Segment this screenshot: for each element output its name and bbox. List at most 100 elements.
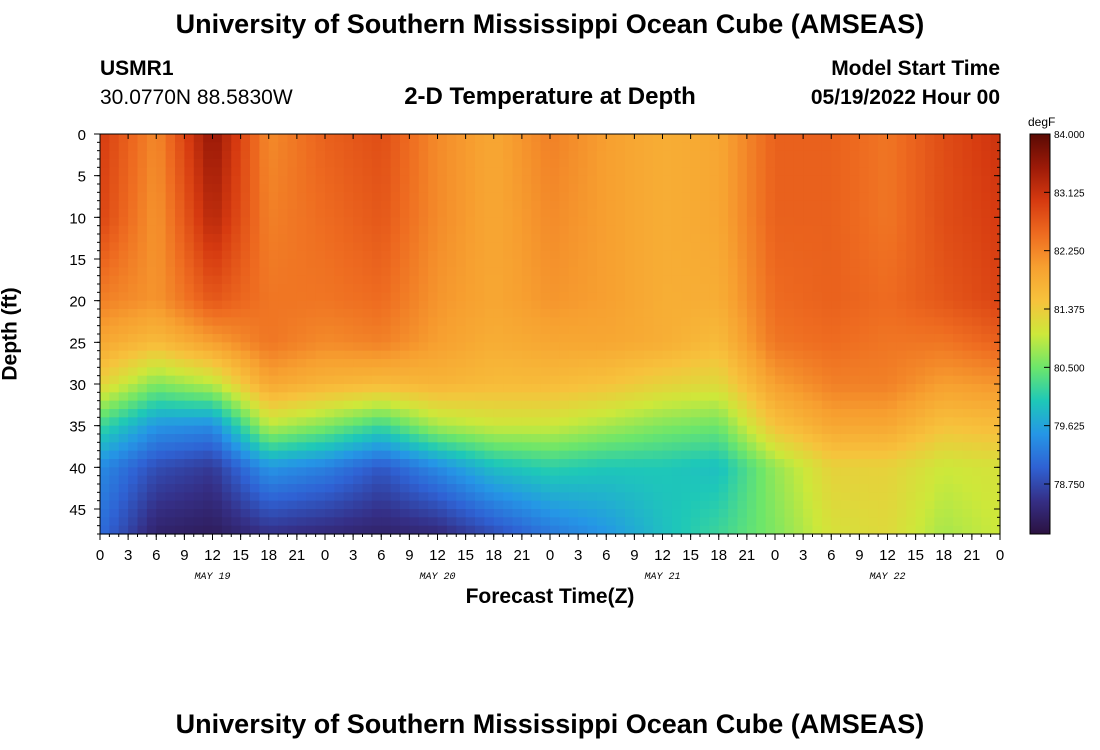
heatmap-cell bbox=[381, 292, 392, 302]
heatmap-cell bbox=[521, 417, 532, 427]
heatmap-cell bbox=[821, 175, 832, 185]
heatmap-cell bbox=[165, 300, 176, 310]
heatmap-cell bbox=[184, 317, 195, 327]
heatmap-cell bbox=[503, 492, 514, 502]
heatmap-cell bbox=[371, 425, 382, 435]
heatmap-cell bbox=[868, 225, 879, 235]
heatmap-cell bbox=[325, 192, 335, 202]
heatmap-cell bbox=[100, 217, 110, 227]
heatmap-cell bbox=[915, 500, 926, 510]
heatmap-cell bbox=[559, 517, 570, 527]
heatmap-cell bbox=[456, 367, 467, 377]
heatmap-cell bbox=[503, 434, 514, 443]
heatmap-cell bbox=[662, 209, 673, 218]
heatmap-cell bbox=[643, 517, 654, 527]
heatmap-cell bbox=[803, 434, 814, 443]
heatmap-cell bbox=[812, 150, 823, 160]
heatmap-cell bbox=[503, 200, 514, 210]
heatmap-cell bbox=[475, 350, 485, 360]
heatmap-cell bbox=[306, 325, 317, 335]
heatmap-cell bbox=[728, 459, 739, 468]
heatmap-cell bbox=[400, 134, 410, 143]
heatmap-cell bbox=[915, 434, 926, 443]
heatmap-cell bbox=[671, 475, 682, 485]
heatmap-cell bbox=[137, 392, 148, 402]
heatmap-cell bbox=[859, 234, 870, 243]
heatmap-cell bbox=[803, 325, 814, 335]
heatmap-cell bbox=[625, 234, 635, 243]
heatmap-cell bbox=[690, 317, 701, 327]
heatmap-cell bbox=[240, 234, 251, 243]
heatmap-cell bbox=[259, 434, 270, 443]
heatmap-cell bbox=[146, 475, 157, 485]
heatmap-cell bbox=[887, 425, 898, 435]
y-tick-label: 5 bbox=[78, 169, 86, 186]
heatmap-cell bbox=[662, 134, 673, 143]
heatmap-cell bbox=[343, 409, 354, 418]
x-tick-label: 18 bbox=[260, 547, 277, 564]
heatmap-cell bbox=[418, 267, 429, 277]
heatmap-cell bbox=[175, 467, 185, 477]
heatmap-cell bbox=[775, 334, 785, 343]
heatmap-cell bbox=[756, 484, 767, 493]
heatmap-cell bbox=[550, 317, 560, 327]
heatmap-cell bbox=[315, 334, 326, 343]
heatmap-cell bbox=[765, 350, 776, 360]
heatmap-cell bbox=[803, 150, 814, 160]
heatmap-cell bbox=[381, 209, 392, 218]
heatmap-cell bbox=[690, 309, 701, 318]
heatmap-cell bbox=[943, 434, 954, 443]
heatmap-cell bbox=[925, 292, 935, 302]
heatmap-cell bbox=[334, 384, 345, 393]
heatmap-cell bbox=[465, 392, 476, 402]
heatmap-cell bbox=[803, 167, 814, 177]
heatmap-cell bbox=[390, 167, 401, 177]
heatmap-cell bbox=[990, 309, 1001, 318]
heatmap-cell bbox=[943, 242, 954, 252]
heatmap-cell bbox=[278, 459, 289, 468]
heatmap-cell bbox=[859, 450, 870, 460]
heatmap-cell bbox=[193, 400, 204, 410]
heatmap-cell bbox=[690, 434, 701, 443]
heatmap-cell bbox=[212, 359, 223, 368]
heatmap-cell bbox=[521, 384, 532, 393]
heatmap-cell bbox=[418, 325, 429, 335]
heatmap-cell bbox=[334, 134, 345, 143]
heatmap-cell bbox=[775, 517, 785, 527]
heatmap-cell bbox=[803, 492, 814, 502]
heatmap-cell bbox=[737, 134, 748, 143]
heatmap-cell bbox=[306, 384, 317, 393]
heatmap-cell bbox=[718, 167, 729, 177]
heatmap-cell bbox=[765, 342, 776, 352]
heatmap-cell bbox=[165, 242, 176, 252]
heatmap-cell bbox=[268, 309, 279, 318]
heatmap-cell bbox=[268, 525, 279, 535]
heatmap-cell bbox=[878, 484, 889, 493]
heatmap-cell bbox=[118, 367, 129, 377]
heatmap-cell bbox=[709, 167, 720, 177]
heatmap-cell bbox=[250, 134, 260, 143]
heatmap-cell bbox=[962, 450, 973, 460]
heatmap-cell bbox=[550, 417, 560, 427]
heatmap-cell bbox=[437, 517, 448, 527]
heatmap-cell bbox=[212, 367, 223, 377]
heatmap-cell bbox=[840, 309, 851, 318]
heatmap-cell bbox=[803, 384, 814, 393]
heatmap-cell bbox=[784, 450, 795, 460]
heatmap-cell bbox=[409, 200, 420, 210]
heatmap-cell bbox=[709, 209, 720, 218]
heatmap-cell bbox=[643, 450, 654, 460]
heatmap-cell bbox=[212, 209, 223, 218]
heatmap-cell bbox=[118, 150, 129, 160]
heatmap-cell bbox=[868, 150, 879, 160]
heatmap-cell bbox=[690, 525, 701, 535]
heatmap-cell bbox=[615, 284, 626, 293]
heatmap-cell bbox=[118, 467, 129, 477]
heatmap-cell bbox=[737, 292, 748, 302]
heatmap-cell bbox=[343, 300, 354, 310]
heatmap-cell bbox=[615, 275, 626, 285]
heatmap-cell bbox=[662, 159, 673, 168]
heatmap-cell bbox=[803, 392, 814, 402]
heatmap-cell bbox=[296, 442, 307, 452]
heatmap-cell bbox=[625, 400, 635, 410]
